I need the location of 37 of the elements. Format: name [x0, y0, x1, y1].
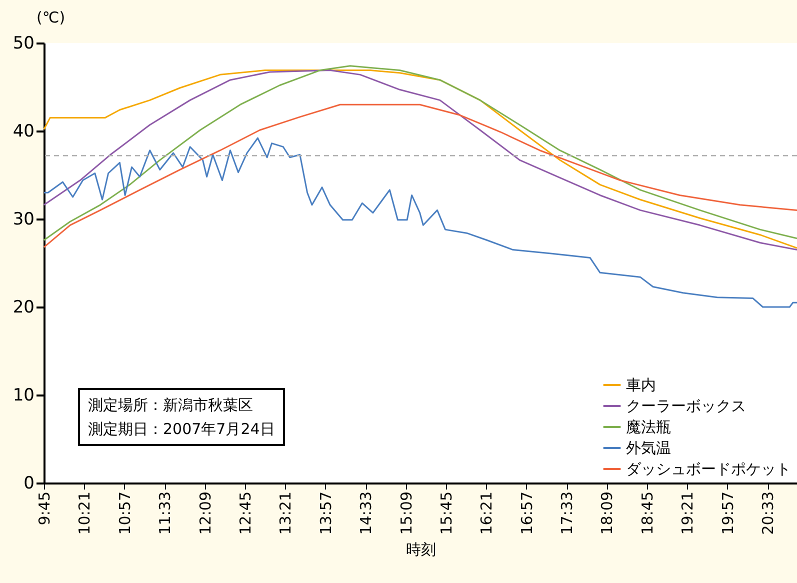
x-tick-label: 9:45 — [36, 492, 54, 526]
legend-label: 車内 — [626, 376, 656, 394]
x-tick-label: 12:45 — [236, 492, 254, 535]
x-tick-label: 13:21 — [276, 492, 295, 535]
x-tick-label: 11:33 — [156, 492, 174, 535]
note-box: 測定場所：新潟市秋葉区 測定期日：2007年7月24日 — [78, 388, 285, 446]
y-axis-title: (℃) — [36, 8, 66, 26]
y-tick-label: 30 — [12, 210, 34, 230]
line-series — [43, 104, 797, 248]
y-tick-label: 40 — [12, 122, 34, 142]
x-tick-label: 15:09 — [397, 492, 416, 535]
x-tick-label: 19:57 — [718, 492, 737, 535]
x-tick-label: 10:57 — [116, 492, 134, 535]
y-tick-label: 50 — [12, 34, 34, 54]
line-series — [43, 137, 797, 308]
y-tick-label: 20 — [12, 298, 34, 318]
legend-label: 魔法瓶 — [626, 418, 671, 436]
x-tick-label: 10:21 — [76, 492, 94, 535]
x-tick-label: 18:09 — [598, 492, 616, 535]
annotation: 測定期日：2007年7月24日 — [88, 419, 275, 440]
legend-label: ダッシュボードポケット — [626, 460, 791, 478]
legend-label: 外気温 — [626, 439, 671, 457]
x-tick-label: 14:33 — [357, 492, 376, 535]
annotation: 測定場所：新潟市秋葉区 — [88, 395, 254, 416]
x-tick-label: 12:09 — [196, 492, 214, 535]
legend-label: クーラーボックス — [626, 397, 746, 415]
y-tick-label: 0 — [24, 474, 34, 494]
x-tick-label: 15:45 — [437, 492, 456, 535]
x-tick-label: 16:57 — [518, 492, 536, 535]
x-tick-label: 17:33 — [558, 492, 576, 535]
x-tick-label: 16:21 — [478, 492, 496, 535]
x-tick-label: 20:33 — [759, 492, 778, 535]
x-tick-label: 13:57 — [316, 492, 335, 535]
x-tick-label: 18:45 — [638, 492, 656, 535]
x-tick-label: 19:21 — [678, 492, 697, 535]
x-axis-title: 時刻 — [406, 540, 436, 559]
y-tick-label: 10 — [12, 386, 34, 406]
